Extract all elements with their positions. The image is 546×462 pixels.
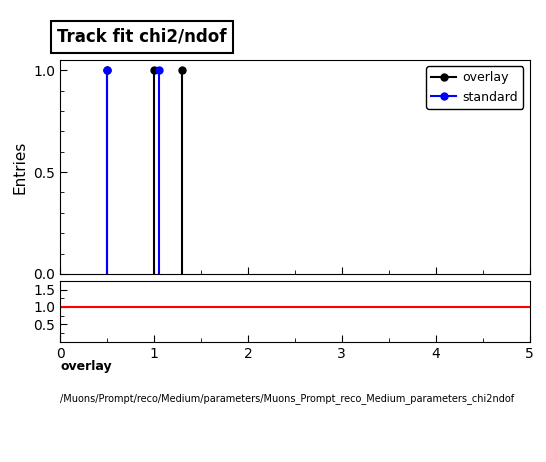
Text: /Muons/Prompt/reco/Medium/parameters/Muons_Prompt_reco_Medium_parameters_chi2ndo: /Muons/Prompt/reco/Medium/parameters/Muo…	[60, 393, 514, 404]
Text: overlay: overlay	[60, 360, 112, 373]
Legend: overlay, standard: overlay, standard	[426, 67, 524, 109]
Y-axis label: Entries: Entries	[13, 140, 28, 194]
Text: Track fit chi2/ndof: Track fit chi2/ndof	[57, 28, 227, 46]
